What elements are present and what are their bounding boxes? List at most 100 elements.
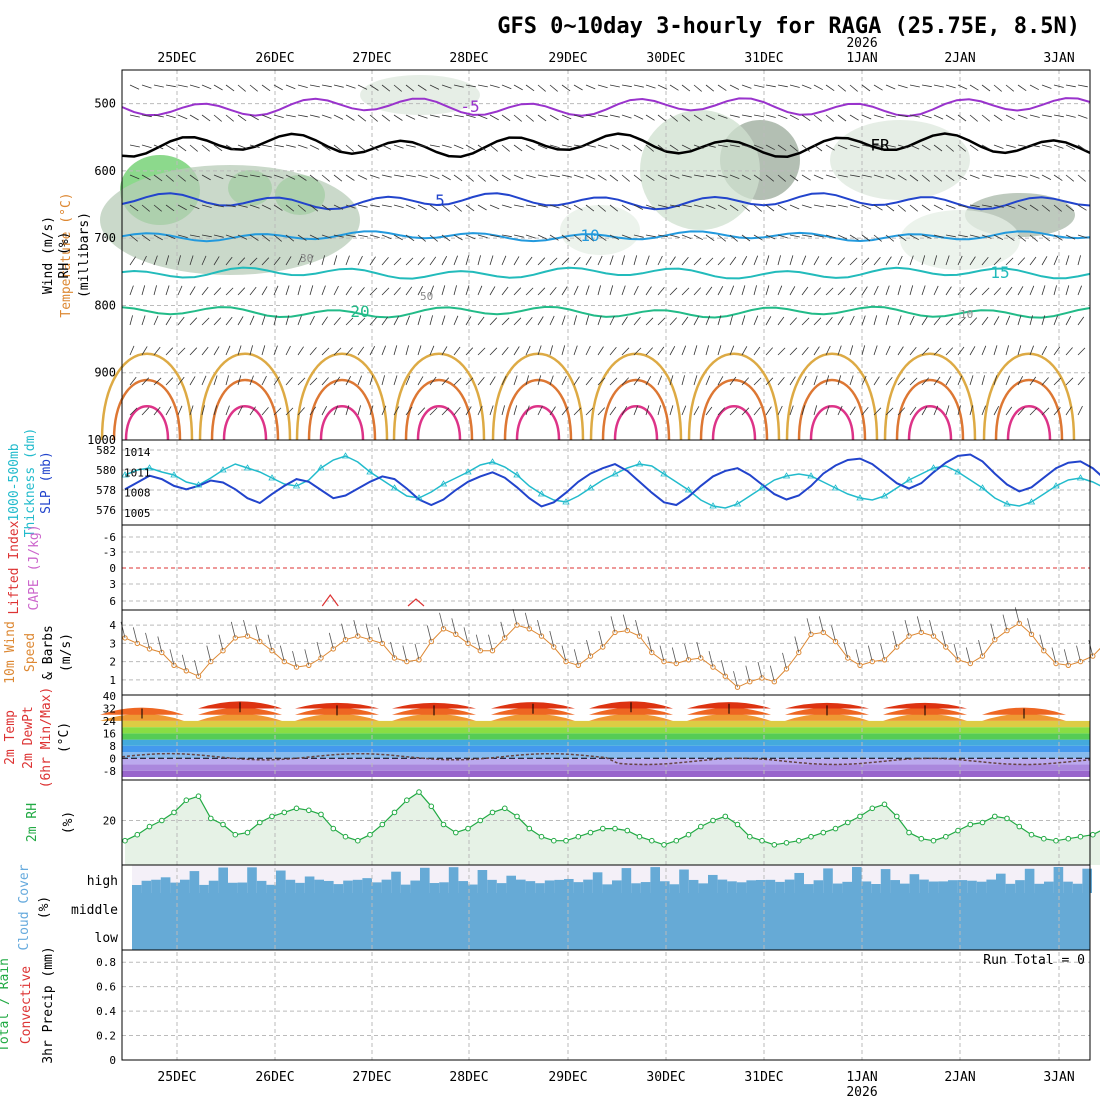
wind-barb xyxy=(1065,84,1076,88)
rh-point xyxy=(1065,835,1072,842)
wind-barb xyxy=(969,405,974,416)
shading-layer xyxy=(100,75,1100,950)
thickness-marker xyxy=(537,490,546,497)
rh-point xyxy=(955,827,961,834)
wind-barb xyxy=(933,376,941,386)
wind-barb-10m xyxy=(586,640,591,657)
wind-barb xyxy=(657,405,661,416)
wind-barb xyxy=(669,204,680,208)
rh-point xyxy=(906,829,912,836)
wind-barb xyxy=(813,144,823,152)
top-date-label: 30DEC xyxy=(646,51,685,66)
wind-barb xyxy=(1029,285,1035,296)
wind-barb xyxy=(525,174,536,179)
wind-barb xyxy=(777,285,783,296)
cloud-high-bar xyxy=(919,879,929,893)
wind-barb xyxy=(813,287,821,296)
wind-barb xyxy=(585,345,591,356)
wind-barb-10m xyxy=(598,630,604,648)
wind-barb xyxy=(369,204,380,208)
wind-barb xyxy=(789,234,800,238)
wind-barb xyxy=(561,375,567,386)
wind-barb xyxy=(921,84,932,88)
thickness-marker xyxy=(831,484,840,491)
wind-barb xyxy=(549,315,555,326)
wind-barb xyxy=(141,315,146,326)
cloud-high-bar xyxy=(938,881,948,893)
wind-barb-10m xyxy=(451,618,457,635)
wind-barb xyxy=(597,285,601,296)
bottom-date-label: 30DEC xyxy=(646,1070,685,1085)
rh-point xyxy=(796,837,802,844)
wind-barb xyxy=(225,234,236,239)
isotherm-label: 5 xyxy=(435,191,445,210)
wind-barb xyxy=(405,204,416,210)
wind-barb xyxy=(489,174,499,182)
wind-barb xyxy=(405,257,414,266)
wind-barb xyxy=(177,84,188,88)
wind-barb xyxy=(909,255,914,266)
top-date-label: 29DEC xyxy=(548,51,587,66)
wind-barb xyxy=(129,114,140,118)
cloud-high-bar xyxy=(256,880,267,893)
wind-barb xyxy=(885,174,896,180)
precip-tick-label: 0.2 xyxy=(96,1030,116,1043)
wind-barb xyxy=(717,204,727,211)
wind-barb xyxy=(177,255,181,266)
cloud-high-bar xyxy=(276,870,286,893)
wind-barb xyxy=(597,315,602,326)
wind-barb xyxy=(261,144,272,148)
wind-barb xyxy=(453,204,462,212)
rh-point xyxy=(1077,833,1084,840)
wind-barb xyxy=(237,144,248,150)
cloud-high-bar xyxy=(669,884,680,893)
isotherm-line xyxy=(121,132,1091,158)
wind-barb xyxy=(429,256,437,266)
wind-barb xyxy=(1029,234,1038,242)
wind-barb xyxy=(417,84,427,91)
wind-barb xyxy=(825,114,834,122)
cloud-high-bar xyxy=(477,870,488,893)
cloud-high-bar xyxy=(986,879,996,893)
wind-barb xyxy=(537,84,546,92)
wind-barb xyxy=(369,234,380,238)
isotherm-label: -5 xyxy=(460,97,479,116)
wind-barb xyxy=(561,234,571,242)
wind-barb xyxy=(465,174,474,182)
thickness-marker xyxy=(1076,474,1085,481)
wind-barb xyxy=(309,285,314,296)
wind-barb xyxy=(477,376,485,386)
wind-barb xyxy=(153,285,157,296)
wind-barb xyxy=(633,174,643,182)
rh-point xyxy=(416,789,422,795)
wind-barb xyxy=(297,315,302,326)
wind-barb xyxy=(681,144,692,150)
wind-barb xyxy=(825,84,835,92)
wind-barb xyxy=(717,407,725,416)
wind-barb xyxy=(657,346,665,356)
wind-barb xyxy=(897,285,902,296)
wind-barb xyxy=(981,204,992,208)
wind-barb xyxy=(729,285,735,296)
wind-barb xyxy=(897,407,906,416)
pressure-tick-label: 900 xyxy=(94,366,116,380)
wind-barb xyxy=(633,347,642,356)
cloud-high-bar xyxy=(650,867,660,893)
wind-barb-10m xyxy=(806,618,812,635)
wind-barb xyxy=(993,234,1004,240)
rh-point xyxy=(857,813,863,820)
wind-barb xyxy=(585,84,596,90)
wind-barb-10m xyxy=(549,630,555,648)
precip-tick-label: 0.6 xyxy=(96,981,116,994)
wind-barb xyxy=(429,174,440,180)
wind-barb xyxy=(537,375,542,386)
panel-ylabel: (%) xyxy=(37,896,52,919)
rh-point xyxy=(293,805,300,812)
wind-barb xyxy=(873,234,882,242)
wind-barb xyxy=(837,144,848,150)
wind-barb xyxy=(249,174,260,178)
wind-barb xyxy=(945,255,950,266)
wind-barb xyxy=(681,234,692,239)
panel-ylabel: Cloud Cover xyxy=(17,864,32,950)
wind-barb xyxy=(801,234,812,238)
